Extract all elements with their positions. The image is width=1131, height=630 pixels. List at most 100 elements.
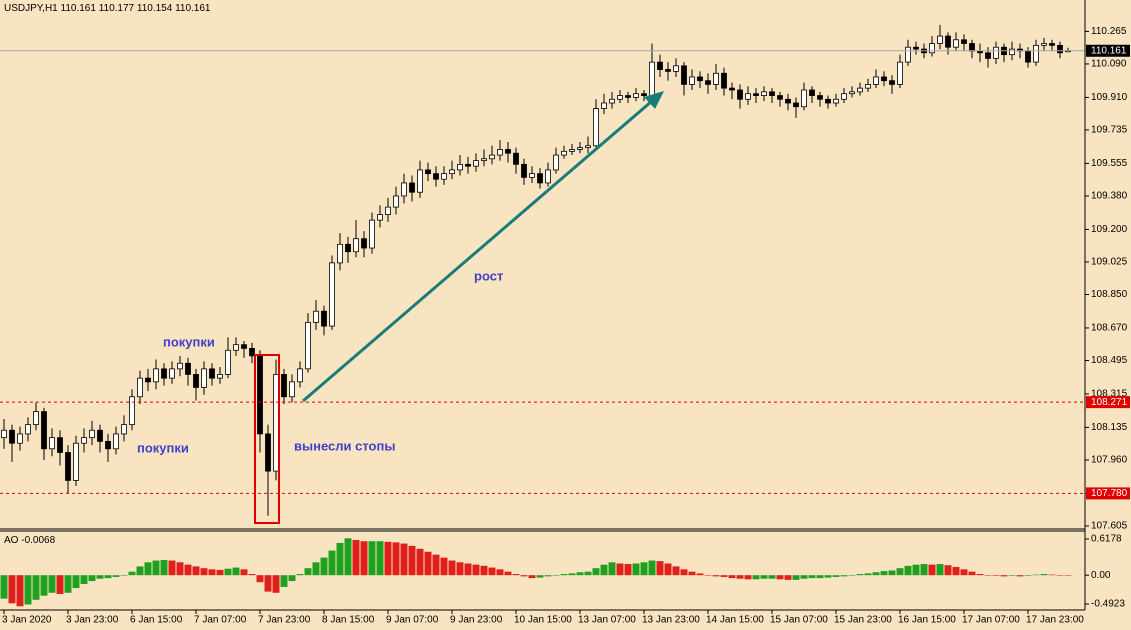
candle-body (385, 206, 391, 215)
last-close: 110.161 (175, 3, 211, 14)
ao-bar (736, 575, 744, 579)
ao-bar (224, 568, 232, 576)
ao-bar (544, 575, 552, 577)
ao-bar (560, 574, 568, 576)
ao-bar (248, 574, 256, 576)
ao-bar (1064, 575, 1072, 576)
chart-title: USDJPY,H1 110.161 110.177 110.154 110.16… (4, 3, 211, 14)
candle-body (513, 152, 519, 165)
candle-body (753, 93, 759, 96)
ao-bar (312, 562, 320, 576)
x-tick-label: 6 Jan 15:00 (130, 615, 183, 626)
candle-body (233, 344, 239, 351)
candle-body (689, 76, 695, 85)
candle-body (1057, 44, 1063, 54)
ao-bar (112, 575, 120, 577)
level-label: 107.780 (1091, 488, 1128, 499)
candle-body (337, 243, 343, 264)
arrow-head (644, 91, 664, 109)
ao-bar (288, 575, 296, 582)
last-high: 110.177 (99, 3, 135, 14)
level-label: 108.271 (1091, 397, 1128, 408)
candle-body (297, 368, 303, 383)
ao-bar (488, 567, 496, 576)
level-label-box (1086, 487, 1130, 500)
candle-body (305, 321, 311, 370)
y-tick-label: 109.025 (1091, 257, 1128, 268)
y-tick-label: -0.4923 (1091, 599, 1125, 610)
ao-bar (968, 571, 976, 576)
ao-bar (192, 566, 200, 576)
x-tick-label: 17 Jan 23:00 (1026, 615, 1084, 626)
candle-body (313, 310, 319, 323)
y-tick-label: 108.850 (1091, 289, 1128, 300)
candle-body (121, 424, 127, 435)
candle-body (657, 61, 663, 70)
ao-bar (616, 563, 624, 576)
ao-bar (384, 541, 392, 576)
x-tick-label: 7 Jan 23:00 (258, 615, 311, 626)
candle-body (633, 93, 639, 98)
ao-bar (768, 575, 776, 579)
ao-bar (744, 575, 752, 580)
ao-bar (1000, 575, 1008, 577)
candle-body (897, 61, 903, 85)
candle-body (49, 437, 55, 450)
candle-body (769, 91, 775, 96)
y-tick-label: 109.200 (1091, 224, 1128, 235)
y-tick-label: 108.315 (1091, 389, 1128, 400)
ao-bar (240, 569, 248, 576)
y-tick-label: 108.670 (1091, 323, 1128, 334)
candle-body (353, 238, 359, 253)
candle-body (721, 72, 727, 89)
ao-bar (472, 564, 480, 576)
price-label-box (1086, 44, 1130, 57)
ao-bar (464, 563, 472, 576)
candle-body (801, 89, 807, 108)
ao-bar (16, 575, 24, 607)
x-tick-label: 10 Jan 15:00 (514, 615, 572, 626)
candle-body (505, 149, 511, 154)
candle-body (217, 374, 223, 379)
candle-body (417, 169, 423, 193)
ao-bar (424, 551, 432, 576)
candle-body (249, 348, 255, 357)
ao-bar (576, 572, 584, 576)
price-label: 110.161 (1091, 45, 1127, 56)
candle-body (257, 355, 263, 435)
ao-bar (504, 571, 512, 576)
candle-body (177, 362, 183, 370)
ao-bar (296, 574, 304, 576)
ao-bar (456, 562, 464, 576)
candle-body (225, 349, 231, 375)
candle-body (33, 411, 39, 426)
ao-bar (72, 575, 80, 589)
ao-bar (448, 560, 456, 576)
ao-bar (200, 568, 208, 576)
candle-body (73, 442, 79, 481)
candle-body (1, 429, 7, 439)
candle-body (809, 89, 815, 96)
annotation: покупки (137, 440, 189, 455)
ao-bar (856, 574, 864, 576)
ao-bar (432, 554, 440, 576)
ao-bar (392, 542, 400, 576)
x-tick-label: 13 Jan 23:00 (642, 615, 700, 626)
ao-bar (648, 560, 656, 576)
ao-bar (40, 575, 48, 596)
candle-body (321, 310, 327, 327)
ao-bar (848, 575, 856, 576)
candle-body (841, 93, 847, 100)
ao-bar (872, 572, 880, 576)
candle-body (345, 243, 351, 253)
ao-bar (152, 560, 160, 576)
ao-bar (136, 566, 144, 576)
y-tick-label: 110.090 (1091, 59, 1127, 70)
last-open: 110.161 (61, 3, 97, 14)
candle-body (209, 368, 215, 379)
candle-body (785, 98, 791, 104)
ao-bar (48, 575, 56, 593)
candle-body (553, 154, 559, 171)
ao-bar (336, 542, 344, 576)
